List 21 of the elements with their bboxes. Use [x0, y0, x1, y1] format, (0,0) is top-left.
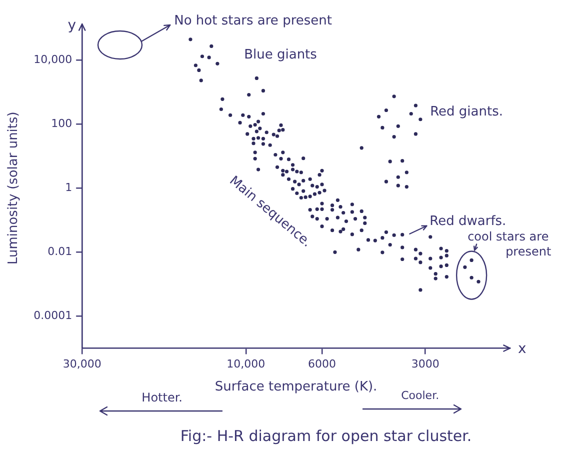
x-tick-label: 6000 — [308, 358, 336, 371]
annotation: Red giants. — [430, 104, 503, 120]
y-tick-label: 0.0001 — [34, 309, 72, 322]
x-tick-label: 30,000 — [62, 358, 102, 371]
y-tick-label: 0.01 — [48, 245, 72, 258]
text: y — [68, 18, 76, 34]
y-axis-title: Luminosity (solar units) — [6, 112, 22, 265]
y-tick-label: 10,000 — [34, 52, 72, 66]
annotation: cool stars are present — [468, 229, 552, 258]
text: x — [518, 340, 526, 357]
x-tick-label: 10,000 — [226, 358, 266, 371]
x-axis-title: Surface temperature (K). — [214, 380, 378, 395]
y-tick-label: 100 — [51, 116, 72, 130]
y-tick-label: 1 — [65, 180, 72, 194]
text: Hotter. — [142, 390, 182, 404]
text: Fig:- H-R diagram for open star cluster. — [180, 427, 472, 446]
annotation: No hot stars are present — [174, 13, 332, 28]
annotation: Blue giants — [244, 47, 318, 62]
text: Cooler. — [401, 389, 440, 402]
annotation: Red dwarfs. — [430, 214, 506, 230]
x-tick-label: 3000 — [411, 358, 440, 371]
